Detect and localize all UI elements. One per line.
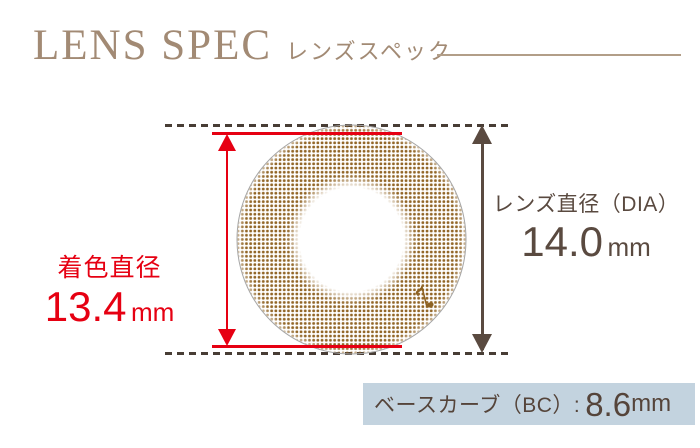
base-curve-unit: mm (631, 390, 672, 417)
colored-diameter-cap-bottom (212, 345, 402, 348)
colored-diameter-cap-top (212, 132, 402, 135)
lens-diameter-arrow-line (481, 130, 484, 350)
colored-diameter-unit: mm (130, 297, 175, 327)
title-divider (437, 54, 681, 56)
page-subtitle: レンズスペック (286, 39, 453, 64)
contact-lens-image: ♪ (236, 124, 467, 355)
base-curve-label: ベースカーブ（BC）: (374, 394, 581, 417)
colored-diameter-value: 13.4 (44, 283, 127, 330)
base-curve-value: 8.6 (585, 385, 632, 423)
lens-diameter-label: レンズ直径（DIA） (492, 193, 680, 216)
lens-diameter-callout: レンズ直径（DIA） 14.0 mm (486, 188, 686, 265)
colored-diameter-label: 着色直径 (57, 254, 162, 282)
base-curve-bar: ベースカーブ（BC）: 8.6 mm (363, 383, 695, 425)
lens-halftone-ring (237, 125, 466, 354)
colored-diameter-arrowhead-up-icon (218, 134, 236, 151)
page-header: LENS SPEC レンズスペック (33, 22, 452, 69)
colored-diameter-arrowhead-down-icon (218, 329, 236, 346)
page-title: LENS SPEC (33, 22, 273, 69)
colored-diameter-arrow-line (226, 136, 228, 344)
lens-outline (236, 124, 467, 355)
lens-diameter-arrowhead-up-icon (472, 125, 492, 144)
lens-diameter-arrowhead-down-icon (472, 334, 492, 353)
lens-diameter-unit: mm (607, 232, 651, 262)
lens-diameter-value: 14.0 (521, 218, 603, 265)
colored-diameter-callout: 着色直径 13.4 mm (22, 248, 197, 329)
